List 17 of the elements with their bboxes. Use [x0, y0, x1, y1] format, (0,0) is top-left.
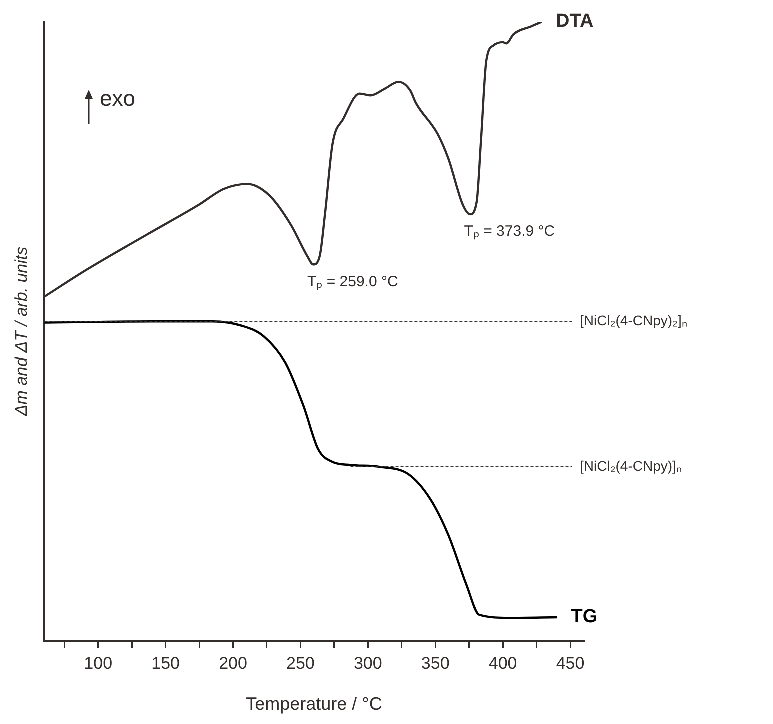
x-tick-label: 450 [556, 654, 585, 673]
series-label: TG [571, 606, 598, 628]
x-tick-label: 150 [152, 654, 180, 673]
ref-line-label: [NiCl₂(4-CNpy)]ₙ [580, 458, 682, 474]
x-tick-label: 400 [488, 654, 518, 673]
x-tick-label: 350 [421, 654, 450, 673]
x-tick-label: 250 [286, 654, 315, 673]
annotation: exo [100, 86, 136, 112]
y-axis-title: Δm and ΔT / arb. units [12, 246, 31, 418]
annotation: Tₚ = 373.9 °C [464, 223, 556, 240]
x-tick-label: 100 [84, 654, 113, 673]
x-axis-title: Temperature / °C [246, 694, 382, 714]
x-tick-label: 300 [354, 654, 382, 673]
series-label: DTA [556, 11, 594, 32]
x-tick-label: 200 [219, 654, 248, 673]
ref-line-label: [NiCl₂(4-CNpy)₂]ₙ [580, 312, 688, 328]
annotation: Tₚ = 259.0 °C [308, 273, 398, 290]
